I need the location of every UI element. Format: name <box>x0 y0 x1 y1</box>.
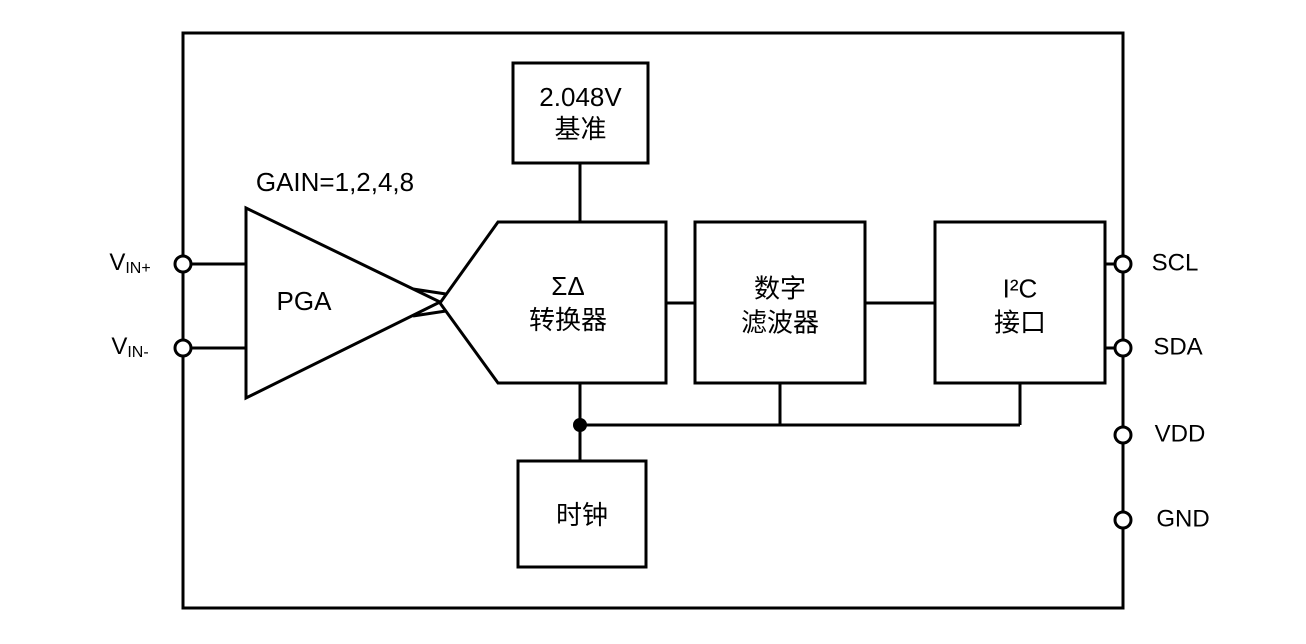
clock-label: 时钟 <box>556 500 608 530</box>
pin-label-vin+: VIN+ <box>109 249 150 277</box>
pin-label-sda: SDA <box>1153 333 1202 360</box>
pin-label-scl: SCL <box>1152 249 1199 276</box>
pin-label-gnd: GND <box>1156 505 1209 532</box>
pin-vdd <box>1115 427 1131 443</box>
pin-gnd <box>1115 512 1131 528</box>
filter-label: 滤波器 <box>741 307 819 337</box>
i2c-label: 接口 <box>994 307 1046 337</box>
filter-label: 数字 <box>754 273 806 303</box>
pin-sda <box>1115 340 1131 356</box>
gain-label: GAIN=1,2,4,8 <box>256 167 414 197</box>
pin-vin+ <box>175 256 191 272</box>
pga-label: PGA <box>277 286 333 316</box>
pin-label-vin-: VIN- <box>111 333 148 361</box>
bus-junction <box>573 418 587 432</box>
reference-label: 基准 <box>554 114 606 144</box>
pin-vin- <box>175 340 191 356</box>
pin-label-vdd: VDD <box>1155 420 1206 447</box>
adc-label: 转换器 <box>529 305 607 335</box>
adc-label: ΣΔ <box>551 271 584 301</box>
i2c-label: I²C <box>1003 273 1038 303</box>
pin-scl <box>1115 256 1131 272</box>
reference-label: 2.048V <box>539 82 622 112</box>
block-diagram: GAIN=1,2,4,8 2.048V基准 PGA ΣΔ 转换器 数字滤波器 I²C 接口时钟… <box>0 0 1306 639</box>
